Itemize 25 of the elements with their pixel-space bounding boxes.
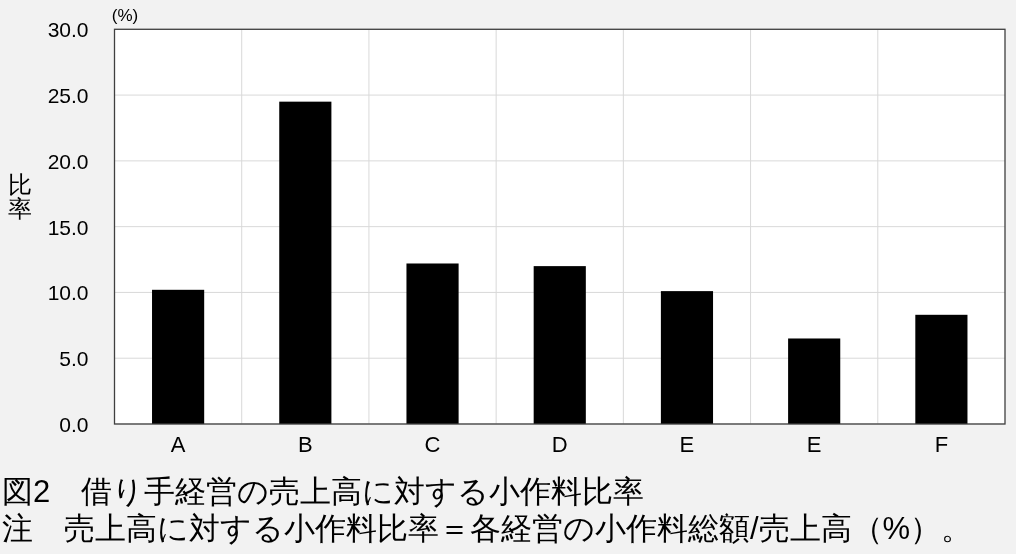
x-tick-label: A	[170, 431, 186, 457]
bar	[788, 338, 841, 424]
bar	[406, 263, 459, 424]
text: 注 売上高に対する小作料比率＝各経営の小作料総額/売上高（%）。	[2, 511, 973, 546]
text: 図2 借り手経営の売上高に対する小作料比率	[2, 474, 645, 509]
y-tick-label: 5.0	[59, 346, 89, 370]
bar	[279, 101, 332, 424]
bar	[533, 266, 586, 424]
x-tick-label: B	[297, 431, 313, 457]
y-tick-label: 20.0	[47, 149, 89, 173]
x-tick-label: D	[551, 431, 568, 457]
bar	[660, 291, 714, 424]
bar	[915, 314, 968, 424]
x-tick-label: F	[934, 431, 949, 457]
y-tick-label: 10.0	[47, 280, 89, 304]
y-axis-title: 比率	[8, 170, 32, 222]
x-tick-label: C	[424, 431, 441, 457]
x-tick-label: E	[679, 431, 695, 457]
y-tick-label: 0.0	[59, 412, 89, 436]
y-tick-label: 30.0	[47, 17, 89, 41]
text: (%)	[111, 5, 139, 25]
y-tick-label: 25.0	[47, 83, 89, 107]
x-tick-label: E	[806, 431, 822, 457]
y-tick-label: 15.0	[47, 215, 89, 239]
bar	[152, 289, 205, 424]
